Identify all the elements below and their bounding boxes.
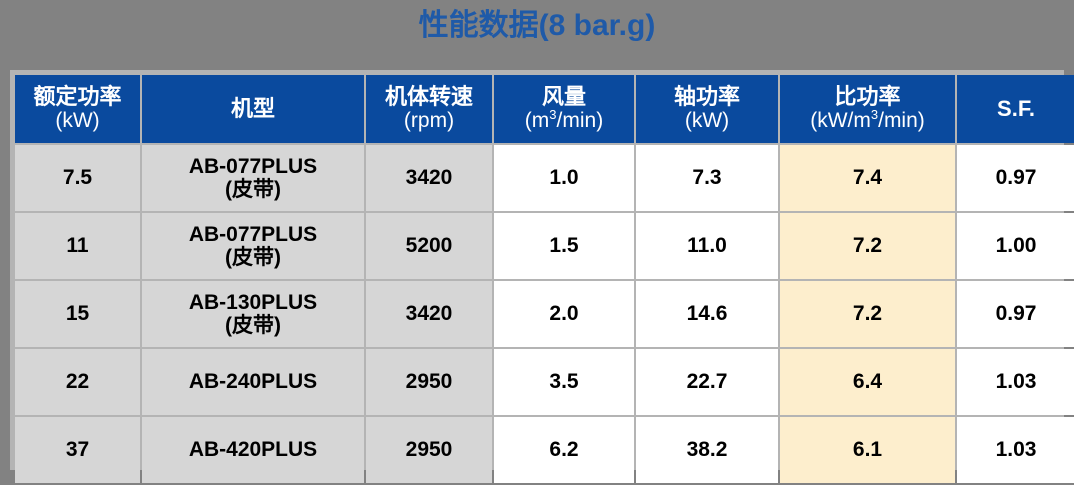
header-label-unit: (kW): [684, 109, 730, 133]
header-label-main: 额定功率: [33, 84, 122, 110]
header-label-main: 风量: [541, 84, 586, 110]
model-name: AB-130PLUS: [188, 290, 318, 314]
unit-prefix: (m: [524, 109, 550, 133]
header-label-main: 机型: [230, 95, 275, 121]
model-drive-type: (皮带): [225, 178, 281, 201]
unit-superscript: 3: [870, 107, 879, 123]
unit-prefix: (kW/m: [810, 109, 871, 133]
page-title: 性能数据(8 bar.g): [418, 9, 656, 42]
cell-service-factor: 1.03: [957, 417, 1074, 483]
header-label-main: 轴功率: [673, 84, 740, 110]
table-header: 额定功率 (kW) 机型 机体转速 (rpm) 风量 (m3/min): [15, 75, 1074, 143]
header-label-unit: (kW): [55, 109, 100, 133]
cell-service-factor: 1.03: [957, 349, 1074, 415]
header-label-main: S.F.: [997, 95, 1035, 121]
unit-suffix: /min): [556, 109, 604, 133]
model-name: AB-077PLUS: [188, 222, 318, 246]
column-header-flow: 风量 (m3/min): [494, 75, 634, 143]
table-row: 11 AB-077PLUS (皮带) 5200 1.5 11.0 7.2 1.0…: [15, 213, 1074, 279]
cell-speed: 2950: [366, 349, 492, 415]
table-row: 7.5 AB-077PLUS (皮带) 3420 1.0 7.3 7.4 0.9…: [15, 145, 1074, 211]
cell-shaft-power: 38.2: [636, 417, 778, 483]
column-header-rated-power: 额定功率 (kW): [15, 75, 140, 143]
cell-rated-power: 15: [15, 281, 140, 347]
table-row: 37 AB-420PLUS 2950 6.2 38.2 6.1 1.03: [15, 417, 1074, 483]
cell-model: AB-077PLUS (皮带): [142, 213, 364, 279]
performance-table-container: 额定功率 (kW) 机型 机体转速 (rpm) 风量 (m3/min): [10, 70, 1074, 483]
unit-superscript: 3: [549, 107, 557, 123]
cell-speed: 5200: [366, 213, 492, 279]
table-row: 22 AB-240PLUS 2950 3.5 22.7 6.4 1.03: [15, 349, 1074, 415]
cell-model: AB-077PLUS (皮带): [142, 145, 364, 211]
cell-flow: 3.5: [494, 349, 634, 415]
header-label-main: 比功率: [834, 84, 901, 110]
cell-specific-power: 7.2: [780, 281, 955, 347]
cell-model: AB-130PLUS (皮带): [142, 281, 364, 347]
cell-rated-power: 22: [15, 349, 140, 415]
model-name: AB-077PLUS: [188, 154, 318, 178]
cell-model: AB-240PLUS: [142, 349, 364, 415]
cell-service-factor: 0.97: [957, 145, 1074, 211]
cell-flow: 2.0: [494, 281, 634, 347]
cell-rated-power: 37: [15, 417, 140, 483]
header-label-unit: (rpm): [403, 109, 455, 133]
cell-rated-power: 7.5: [15, 145, 140, 211]
header-row: 额定功率 (kW) 机型 机体转速 (rpm) 风量 (m3/min): [15, 75, 1074, 143]
cell-shaft-power: 22.7: [636, 349, 778, 415]
cell-specific-power: 7.4: [780, 145, 955, 211]
cell-specific-power: 7.2: [780, 213, 955, 279]
table-body: 7.5 AB-077PLUS (皮带) 3420 1.0 7.3 7.4 0.9…: [15, 145, 1074, 483]
cell-shaft-power: 14.6: [636, 281, 778, 347]
column-header-speed: 机体转速 (rpm): [366, 75, 492, 143]
cell-flow: 1.5: [494, 213, 634, 279]
cell-service-factor: 0.97: [957, 281, 1074, 347]
header-label-unit: (m3/min): [494, 107, 634, 133]
header-label-unit: (kW/m3/min): [780, 107, 955, 133]
cell-flow: 1.0: [494, 145, 634, 211]
performance-table: 额定功率 (kW) 机型 机体转速 (rpm) 风量 (m3/min): [13, 73, 1074, 485]
cell-flow: 6.2: [494, 417, 634, 483]
cell-shaft-power: 11.0: [636, 213, 778, 279]
cell-speed: 2950: [366, 417, 492, 483]
cell-shaft-power: 7.3: [636, 145, 778, 211]
column-header-specific-power: 比功率 (kW/m3/min): [780, 75, 955, 143]
cell-speed: 3420: [366, 145, 492, 211]
column-header-model: 机型: [142, 75, 364, 143]
column-header-service-factor: S.F.: [957, 75, 1074, 143]
cell-rated-power: 11: [15, 213, 140, 279]
cell-speed: 3420: [366, 281, 492, 347]
unit-suffix: /min): [878, 109, 925, 133]
model-name: AB-420PLUS: [188, 438, 318, 462]
model-drive-type: (皮带): [225, 246, 281, 269]
model-name: AB-240PLUS: [188, 370, 318, 394]
cell-model: AB-420PLUS: [142, 417, 364, 483]
model-drive-type: (皮带): [225, 314, 281, 337]
cell-service-factor: 1.00: [957, 213, 1074, 279]
column-header-shaft-power: 轴功率 (kW): [636, 75, 778, 143]
cell-specific-power: 6.4: [780, 349, 955, 415]
cell-specific-power: 6.1: [780, 417, 955, 483]
header-label-main: 机体转速: [384, 84, 473, 110]
table-row: 15 AB-130PLUS (皮带) 3420 2.0 14.6 7.2 0.9…: [15, 281, 1074, 347]
